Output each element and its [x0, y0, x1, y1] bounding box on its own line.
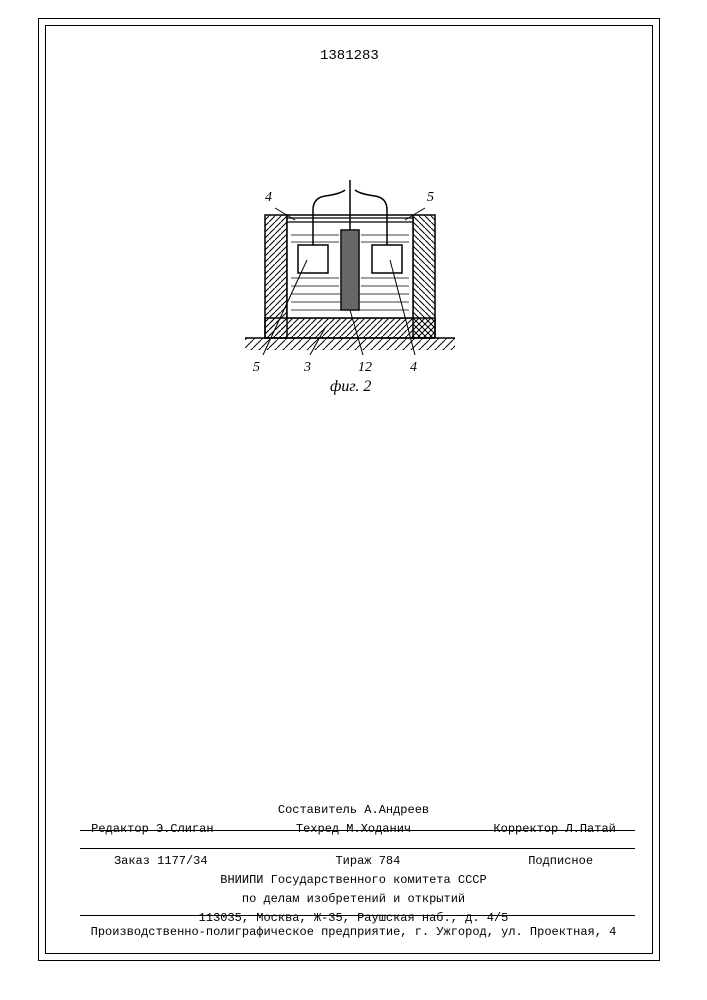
- figure-label-5-top: 5: [427, 190, 434, 206]
- colophon-block-2: Заказ 1177/34 Тираж 784 Подписное ВНИИПИ…: [0, 852, 707, 928]
- patent-number: 1381283: [320, 48, 379, 64]
- colophon-order: Заказ 1177/34: [114, 852, 208, 870]
- figure-label-12-bottom: 12: [358, 360, 372, 376]
- colophon-printer-block: Производственно-полиграфическое предприя…: [0, 922, 707, 942]
- figure-diagram: [245, 180, 455, 355]
- figure-label-4-top: 4: [265, 190, 272, 206]
- colophon-printer: Производственно-полиграфическое предприя…: [0, 923, 707, 941]
- figure-label-5-bottom: 5: [253, 360, 260, 376]
- colophon-tech-editor: Техред М.Ходанич: [296, 820, 411, 838]
- colophon-org1: ВНИИПИ Государственного комитета СССР: [0, 871, 707, 889]
- colophon-circulation: Тираж 784: [335, 852, 400, 870]
- colophon-editor: Редактор Э.Слиган: [91, 820, 213, 838]
- divider-2: [80, 848, 635, 849]
- colophon-corrector: Корректор Л.Патай: [493, 820, 615, 838]
- figure-label-3-bottom: 3: [304, 360, 311, 376]
- colophon-org2: по делам изобретений и открытий: [0, 890, 707, 908]
- figure-label-4-bottom: 4: [410, 360, 417, 376]
- figure-caption: фиг. 2: [330, 378, 371, 396]
- colophon-block: Составитель А.Андреев Редактор Э.Слиган …: [0, 800, 707, 838]
- colophon-subscription: Подписное: [528, 852, 593, 870]
- colophon-compiler: Составитель А.Андреев: [0, 801, 707, 819]
